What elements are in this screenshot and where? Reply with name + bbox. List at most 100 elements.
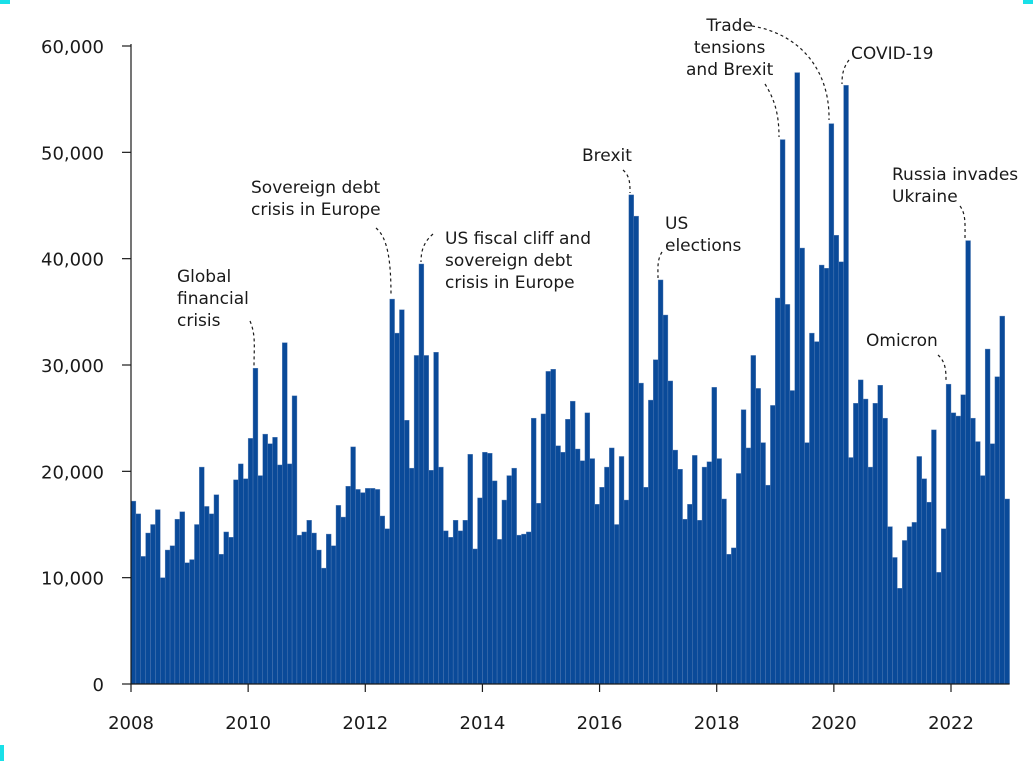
bar <box>135 513 141 685</box>
bar <box>623 499 630 685</box>
leader-brexit <box>622 169 631 194</box>
annotation-brexit: Brexit <box>582 146 632 166</box>
bar <box>413 355 420 685</box>
bar <box>599 487 605 685</box>
bar <box>877 385 883 685</box>
bar <box>238 463 244 685</box>
bar <box>506 475 512 685</box>
bar <box>711 387 717 685</box>
bar <box>326 533 332 685</box>
bar <box>404 420 410 685</box>
bar <box>570 400 576 685</box>
bar <box>936 572 942 685</box>
bar <box>618 456 625 685</box>
bar <box>491 480 498 685</box>
bar <box>955 415 961 685</box>
x-tick-label: 2010 <box>225 713 271 734</box>
bar <box>204 506 210 685</box>
bar <box>487 453 493 685</box>
bar <box>208 513 215 685</box>
bar <box>960 394 966 685</box>
bar <box>970 417 976 685</box>
annotation-trade-tensions: Trade tensions and Brexit <box>686 16 774 80</box>
bar <box>243 478 249 685</box>
annotation-sovereign-debt-crisis: Sovereign debt crisis in Europe <box>251 178 381 220</box>
annotation-leaders <box>249 25 966 382</box>
bar <box>277 464 283 685</box>
x-tick-label: 2008 <box>108 713 154 734</box>
bar <box>511 467 517 685</box>
bar <box>594 504 600 685</box>
bar <box>540 413 547 685</box>
bar <box>574 448 581 685</box>
bar <box>282 342 288 685</box>
bar <box>794 72 800 685</box>
bar <box>945 383 952 685</box>
bar <box>535 503 542 685</box>
bar <box>355 489 361 685</box>
bar <box>887 526 893 685</box>
bar <box>736 473 742 685</box>
annotation-global-financial-crisis: Global financial crisis <box>177 267 249 331</box>
bar <box>311 532 317 685</box>
bar <box>892 557 898 685</box>
bar <box>150 524 156 685</box>
bar <box>706 461 713 685</box>
bar <box>975 441 981 685</box>
bar <box>521 533 527 685</box>
bar <box>262 433 268 685</box>
bar <box>423 355 429 685</box>
bar <box>584 412 591 685</box>
bar <box>809 332 815 685</box>
y-tick-label: 0 <box>93 675 104 696</box>
bar <box>721 498 727 685</box>
bar <box>526 531 532 685</box>
bar <box>687 504 693 685</box>
annotation-us-elections: US elections <box>665 214 742 256</box>
bar <box>267 443 273 685</box>
leader-omicron <box>937 354 947 382</box>
bar <box>130 500 137 685</box>
x-tick-label: 2022 <box>928 713 974 734</box>
bar <box>462 520 468 685</box>
bar <box>804 442 810 685</box>
bar <box>604 466 610 685</box>
bar <box>921 478 927 685</box>
bar <box>306 520 312 685</box>
leader-sovereign-debt <box>375 227 392 297</box>
leader-us-elections <box>657 251 663 279</box>
bar <box>941 528 947 685</box>
bar <box>692 455 698 685</box>
x-tick-label: 2020 <box>811 713 857 734</box>
y-tick-label: 50,000 <box>41 143 104 164</box>
x-tick-label: 2016 <box>577 713 623 734</box>
bar <box>467 454 473 685</box>
bar <box>560 451 566 685</box>
bar <box>740 409 747 685</box>
corner-mark <box>0 0 10 4</box>
bar <box>340 516 346 685</box>
bar <box>160 577 166 685</box>
bar <box>457 530 464 685</box>
bar <box>672 449 678 685</box>
bar <box>140 556 146 685</box>
bar <box>365 488 371 685</box>
bar <box>174 518 181 685</box>
bar <box>755 388 761 685</box>
bar <box>657 279 664 685</box>
bar <box>682 518 688 685</box>
bar <box>384 528 390 685</box>
bar <box>765 484 771 685</box>
y-tick-label: 10,000 <box>41 569 104 590</box>
bar <box>316 549 322 685</box>
bar <box>272 437 278 685</box>
bar <box>989 443 996 685</box>
bar <box>443 530 449 685</box>
bar <box>1004 498 1010 685</box>
bar <box>374 489 381 685</box>
bar <box>330 545 337 685</box>
bar <box>848 457 854 685</box>
bar <box>643 487 649 685</box>
y-tick-label: 30,000 <box>41 356 104 377</box>
